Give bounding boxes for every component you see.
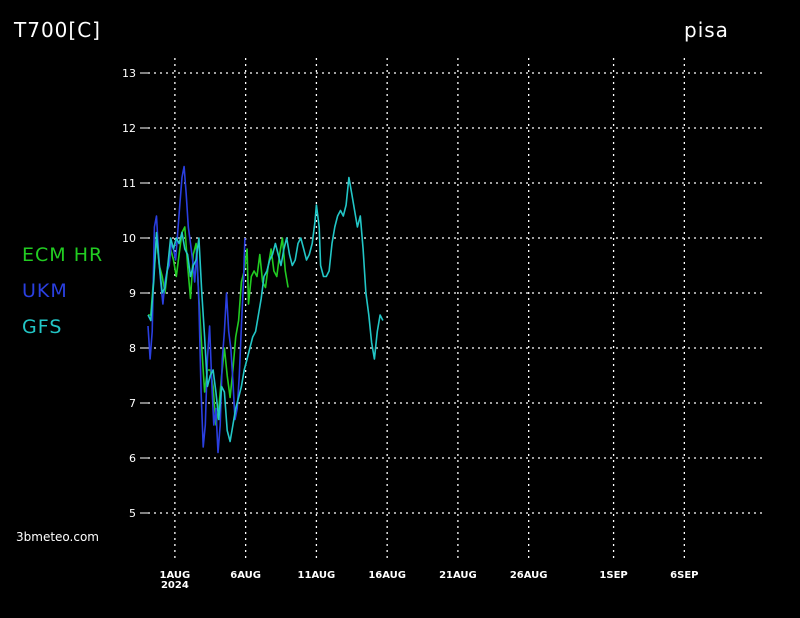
series-line-ecm-hr [148, 226, 289, 426]
x-tick-label: 6SEP [670, 570, 698, 581]
y-tick-label: 9 [129, 287, 136, 300]
y-tick-label: 12 [122, 122, 136, 135]
x-tick-label: 21AUG [439, 570, 477, 581]
y-tick-label: 7 [129, 397, 136, 410]
legend-item-gfs: GFS [22, 316, 63, 338]
y-tick-label: 5 [129, 507, 136, 520]
x-tick-label: 26AUG [510, 570, 548, 581]
y-tick-label: 10 [122, 232, 136, 245]
y-tick-label: 11 [122, 177, 136, 190]
legend-item-ukm: UKM [22, 280, 68, 302]
y-tick-label: 13 [122, 67, 136, 80]
x-tick-label: 1AUG [160, 570, 191, 581]
x-tick-label: 16AUG [368, 570, 406, 581]
x-tick-label: 11AUG [298, 570, 336, 581]
y-tick-label: 8 [129, 342, 136, 355]
site-credit: 3bmeteo.com [16, 530, 99, 544]
series-line-gfs [147, 176, 384, 443]
x-tick-label: 6AUG [230, 570, 261, 581]
x-tick-label: 1SEP [599, 570, 627, 581]
legend-item-ecm: ECM HR [22, 244, 104, 266]
x-tick-sublabel: 2024 [161, 580, 189, 591]
series-line-ukm [147, 165, 246, 454]
chart-title: T700[C] [14, 18, 101, 42]
location-label: pisa [684, 18, 729, 42]
y-tick-label: 6 [129, 452, 136, 465]
